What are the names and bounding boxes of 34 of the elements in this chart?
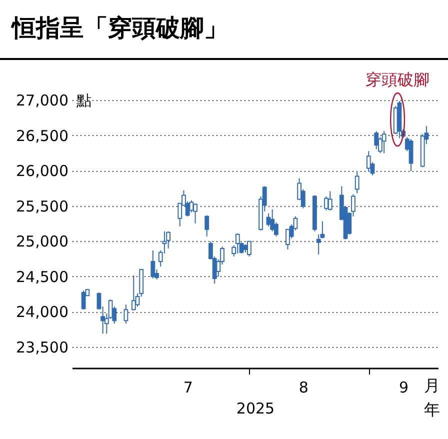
candlestick — [408, 138, 414, 172]
candlestick — [81, 290, 86, 310]
y-tick-label: 24,500 — [16, 268, 68, 286]
candlestick — [366, 150, 371, 172]
candlestick — [374, 130, 379, 150]
candlestick — [328, 190, 332, 211]
candlestick — [235, 232, 240, 254]
chart-title: 恒指呈「穿頭破腳」 — [0, 0, 448, 60]
candlestick — [204, 214, 210, 237]
y-tick-label: 25,500 — [16, 197, 68, 216]
candlestick — [382, 130, 386, 154]
x-tick-label: 9 — [399, 378, 409, 396]
candlestick — [131, 275, 136, 311]
candlestick — [193, 203, 198, 224]
y-axis-title: 點 — [76, 92, 92, 110]
candlestick — [124, 304, 128, 324]
candlestick — [324, 196, 328, 211]
y-tick-label: 24,000 — [16, 303, 68, 322]
text: 月 — [424, 376, 440, 397]
x-tick-label: 7 — [183, 378, 193, 396]
candlestick — [316, 234, 321, 255]
candlestick — [150, 250, 156, 279]
text: 年 — [424, 400, 440, 421]
x-tick-label: 8 — [298, 378, 308, 396]
y-tick-label: 27,000 — [16, 92, 68, 110]
y-tick-label: 23,500 — [16, 338, 68, 356]
y-tick-label: 26,500 — [16, 126, 68, 145]
y-tick-label: 26,000 — [16, 162, 68, 180]
candlestick — [286, 228, 290, 250]
candlestick — [354, 170, 360, 194]
y-tick-label: 25,000 — [16, 232, 68, 251]
x-axis-title: 2025 — [236, 400, 275, 418]
text: 穿頭破腳 — [366, 70, 430, 91]
candlestick — [247, 240, 252, 257]
